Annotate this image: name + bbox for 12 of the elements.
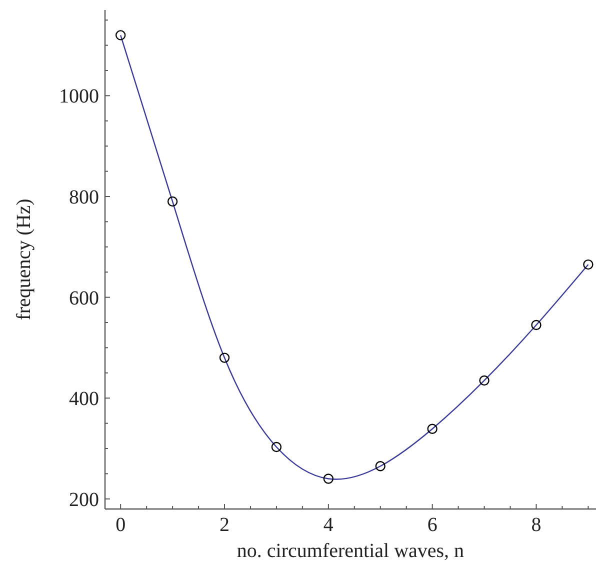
y-tick-label: 600 xyxy=(69,287,99,310)
y-tick-label: 400 xyxy=(69,388,99,410)
x-tick-label: 6 xyxy=(427,514,438,536)
x-tick-label: 8 xyxy=(531,514,542,536)
x-axis-title: no. circumferential waves, n xyxy=(236,540,464,562)
y-tick-label: 200 xyxy=(69,488,99,511)
y-tick-label: 800 xyxy=(69,186,99,208)
x-tick-label: 4 xyxy=(323,514,334,536)
x-tick-label: 0 xyxy=(116,514,126,536)
y-axis-title: frequency (Hz) xyxy=(13,198,35,320)
y-tick-label: 1000 xyxy=(59,86,99,108)
x-tick-label: 2 xyxy=(220,514,230,536)
